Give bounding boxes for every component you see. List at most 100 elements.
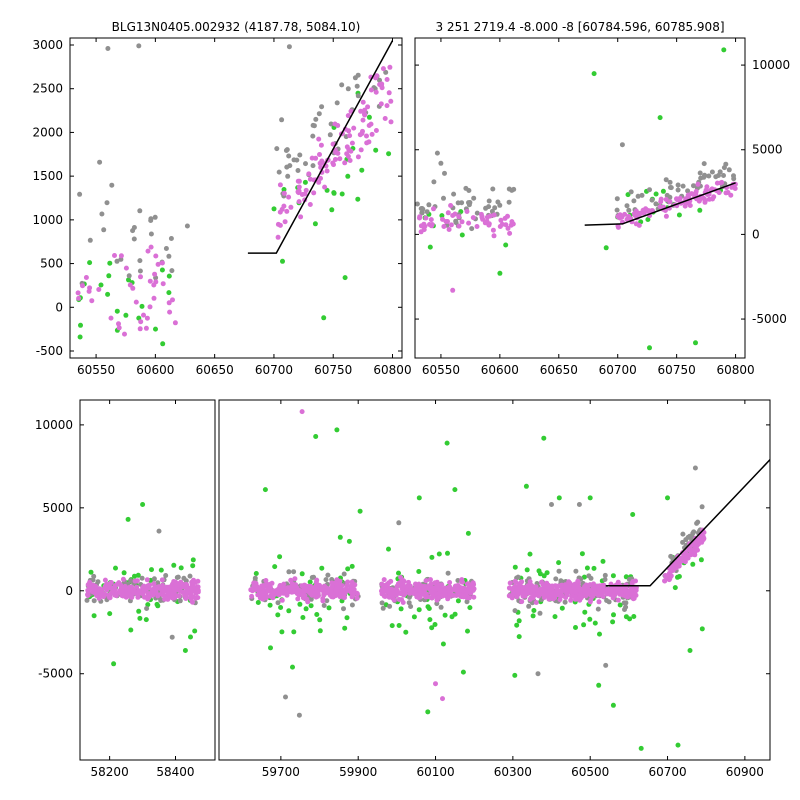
data-point bbox=[676, 574, 682, 579]
data-point bbox=[445, 596, 451, 602]
data-point bbox=[429, 595, 435, 601]
data-point bbox=[663, 177, 669, 183]
data-point bbox=[579, 551, 585, 557]
data-point bbox=[288, 577, 294, 583]
data-point bbox=[276, 169, 282, 175]
data-point bbox=[603, 662, 609, 668]
data-point bbox=[379, 581, 385, 587]
data-point bbox=[682, 203, 688, 209]
data-point bbox=[623, 584, 629, 590]
data-point bbox=[442, 170, 447, 176]
panel-top-right: 60550 60600 60650 60700 60750 60800 -5000 0 5000… bbox=[414, 37, 790, 377]
data-point bbox=[611, 612, 616, 618]
data-point bbox=[523, 483, 529, 489]
y-tick-label: 5000 bbox=[752, 143, 783, 157]
data-point bbox=[120, 593, 126, 599]
data-point bbox=[418, 229, 424, 235]
data-point bbox=[537, 590, 543, 596]
data-point bbox=[127, 587, 132, 593]
data-point bbox=[279, 117, 285, 123]
data-point bbox=[536, 568, 542, 574]
axes-frame bbox=[79, 399, 216, 761]
data-point bbox=[713, 174, 719, 180]
data-point bbox=[567, 580, 573, 586]
data-point bbox=[432, 622, 438, 627]
y-tick-label: 2500 bbox=[32, 82, 63, 96]
data-point bbox=[675, 742, 681, 748]
data-point bbox=[562, 599, 568, 605]
data-point bbox=[172, 320, 178, 326]
data-point bbox=[639, 192, 645, 198]
data-point bbox=[701, 161, 707, 167]
data-point bbox=[546, 585, 552, 591]
data-point bbox=[631, 614, 637, 619]
data-point bbox=[153, 279, 159, 285]
data-point bbox=[693, 546, 699, 552]
data-point bbox=[628, 189, 634, 195]
data-point bbox=[600, 558, 606, 564]
data-point bbox=[690, 561, 696, 567]
data-point bbox=[442, 585, 448, 591]
data-point bbox=[524, 567, 530, 573]
data-point bbox=[274, 587, 280, 593]
data-point bbox=[559, 605, 565, 611]
data-point bbox=[709, 169, 715, 175]
data-point bbox=[286, 608, 292, 614]
data-point bbox=[583, 593, 589, 599]
data-point bbox=[497, 270, 503, 276]
data-point bbox=[690, 530, 696, 536]
data-point bbox=[422, 223, 428, 229]
data-point bbox=[702, 198, 708, 204]
data-point bbox=[396, 570, 401, 576]
data-point bbox=[143, 617, 149, 623]
data-point bbox=[284, 208, 290, 214]
data-point bbox=[85, 593, 91, 598]
data-point bbox=[96, 595, 102, 601]
data-point bbox=[302, 179, 308, 185]
data-point bbox=[87, 237, 93, 243]
data-point bbox=[271, 206, 277, 212]
data-point bbox=[136, 588, 142, 594]
data-point bbox=[516, 618, 522, 624]
data-point bbox=[614, 207, 620, 213]
data-point bbox=[348, 108, 354, 114]
data-point bbox=[396, 623, 402, 628]
data-point bbox=[112, 253, 117, 258]
y-tick-label: 10000 bbox=[35, 418, 73, 432]
data-point bbox=[114, 308, 120, 314]
x-tick-label: 60800 bbox=[373, 363, 411, 377]
data-point bbox=[344, 585, 349, 591]
data-point bbox=[137, 208, 143, 214]
data-point bbox=[189, 589, 195, 594]
data-point bbox=[253, 571, 259, 576]
data-point bbox=[317, 617, 323, 623]
data-point bbox=[540, 582, 546, 588]
data-point bbox=[334, 100, 340, 106]
data-point bbox=[318, 142, 324, 148]
data-point bbox=[459, 586, 465, 592]
data-point bbox=[467, 605, 473, 611]
data-point bbox=[360, 99, 366, 105]
data-point bbox=[529, 595, 535, 601]
data-point bbox=[519, 599, 525, 605]
y-tick-label: 500 bbox=[40, 257, 63, 271]
data-point bbox=[159, 267, 165, 273]
data-point bbox=[603, 245, 609, 251]
data-point bbox=[118, 253, 124, 259]
data-point bbox=[321, 315, 327, 321]
data-point bbox=[286, 569, 292, 575]
data-point bbox=[91, 613, 97, 619]
data-point bbox=[423, 594, 429, 600]
data-point bbox=[295, 596, 301, 602]
data-point bbox=[284, 592, 290, 598]
data-point bbox=[344, 615, 350, 621]
data-point bbox=[98, 282, 104, 288]
data-point bbox=[429, 223, 434, 229]
data-point bbox=[285, 173, 291, 179]
data-point bbox=[270, 593, 276, 599]
data-point bbox=[699, 504, 705, 510]
data-point bbox=[342, 595, 347, 601]
data-point bbox=[326, 605, 332, 611]
data-point bbox=[188, 634, 193, 640]
data-point bbox=[128, 627, 134, 633]
